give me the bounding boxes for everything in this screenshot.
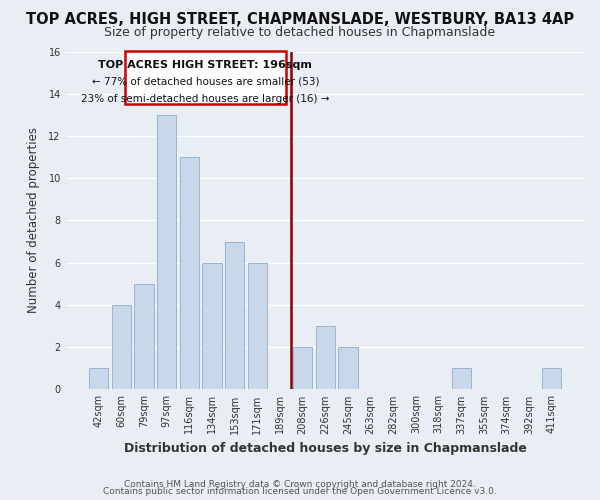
Text: Contains public sector information licensed under the Open Government Licence v3: Contains public sector information licen… bbox=[103, 488, 497, 496]
Text: Contains HM Land Registry data © Crown copyright and database right 2024.: Contains HM Land Registry data © Crown c… bbox=[124, 480, 476, 489]
Bar bbox=[452, 368, 471, 390]
Bar bbox=[202, 262, 221, 390]
Text: Size of property relative to detached houses in Chapmanslade: Size of property relative to detached ho… bbox=[104, 26, 496, 39]
Text: ← 77% of detached houses are smaller (53): ← 77% of detached houses are smaller (53… bbox=[92, 77, 319, 87]
Bar bbox=[125, 52, 286, 104]
Bar bbox=[542, 368, 562, 390]
Bar bbox=[293, 347, 312, 390]
Text: 23% of semi-detached houses are larger (16) →: 23% of semi-detached houses are larger (… bbox=[81, 94, 329, 104]
Text: TOP ACRES HIGH STREET: 196sqm: TOP ACRES HIGH STREET: 196sqm bbox=[98, 60, 312, 70]
Bar bbox=[248, 262, 267, 390]
Bar bbox=[316, 326, 335, 390]
Bar bbox=[180, 157, 199, 390]
Bar bbox=[89, 368, 109, 390]
Bar bbox=[157, 115, 176, 390]
Y-axis label: Number of detached properties: Number of detached properties bbox=[27, 128, 40, 314]
Bar bbox=[112, 305, 131, 390]
Bar bbox=[338, 347, 358, 390]
X-axis label: Distribution of detached houses by size in Chapmanslade: Distribution of detached houses by size … bbox=[124, 442, 527, 455]
Text: TOP ACRES, HIGH STREET, CHAPMANSLADE, WESTBURY, BA13 4AP: TOP ACRES, HIGH STREET, CHAPMANSLADE, WE… bbox=[26, 12, 574, 28]
Bar bbox=[225, 242, 244, 390]
Bar bbox=[134, 284, 154, 390]
